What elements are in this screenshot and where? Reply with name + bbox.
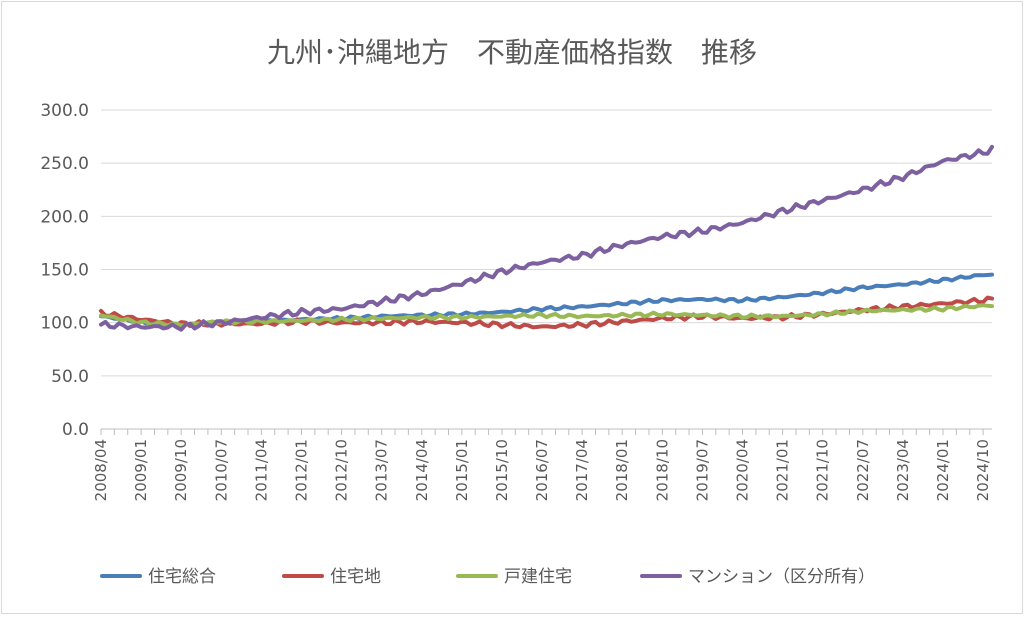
legend-label-3: マンション（区分所有） <box>688 567 875 587</box>
x-tick-label: 2010/07 <box>212 439 230 501</box>
x-tick-label: 2012/10 <box>333 439 351 501</box>
x-tick-label: 2011/04 <box>252 439 270 501</box>
y-tick-label: 50.0 <box>51 367 89 387</box>
x-tick-label: 2012/01 <box>292 439 310 501</box>
y-tick-label: 150.0 <box>40 261 89 281</box>
x-tick-label: 2021/10 <box>814 439 832 501</box>
x-tick-label: 2018/01 <box>613 439 631 501</box>
x-tick-label: 2013/07 <box>373 439 391 501</box>
x-tick-label: 2019/07 <box>693 439 711 501</box>
y-tick-label: 200.0 <box>40 207 89 227</box>
series-line-2 <box>99 303 994 328</box>
gridlines <box>101 109 992 377</box>
y-axis: 0.0 50.0 100.0 150.0 200.0 250.0 300.0 <box>40 101 89 440</box>
x-tick-label: 2021/01 <box>774 439 792 501</box>
x-axis: 2008/04 2009/01 2009/10 2010/07 2011/04 2012/… <box>92 428 992 501</box>
series-line-3 <box>99 144 994 332</box>
x-tick-label: 2015/01 <box>453 439 471 501</box>
x-tick-label: 2009/10 <box>172 439 190 501</box>
x-tick-label: 2018/10 <box>653 439 671 501</box>
legend: 住宅総合 住宅地 戸建住宅 マンション（区分所有） <box>100 567 875 587</box>
y-tick-label: 100.0 <box>40 314 89 334</box>
x-tick-label: 2015/10 <box>493 439 511 501</box>
legend-label-1: 住宅地 <box>330 567 381 587</box>
x-tick-label: 2016/07 <box>533 439 551 501</box>
x-tick-label: 2017/04 <box>573 439 591 501</box>
y-tick-label: 0.0 <box>62 420 89 440</box>
y-tick-label: 250.0 <box>40 154 89 174</box>
x-tick-label: 2023/04 <box>894 439 912 501</box>
x-tick-label: 2024/10 <box>974 439 992 501</box>
series-group <box>99 144 994 332</box>
x-tick-label: 2009/01 <box>132 439 150 501</box>
x-tick-label: 2020/04 <box>734 439 752 501</box>
x-tick-label: 2014/04 <box>413 439 431 501</box>
chart-title: 九州･沖縄地方 不動産価格指数 推移 <box>267 36 757 69</box>
y-tick-label: 300.0 <box>40 101 89 121</box>
legend-label-0: 住宅総合 <box>148 567 216 587</box>
legend-label-2: 戸建住宅 <box>504 567 572 587</box>
x-tick-label: 2024/01 <box>934 439 952 501</box>
x-tick-label: 2008/04 <box>92 439 110 501</box>
x-tick-label: 2022/07 <box>854 439 872 501</box>
